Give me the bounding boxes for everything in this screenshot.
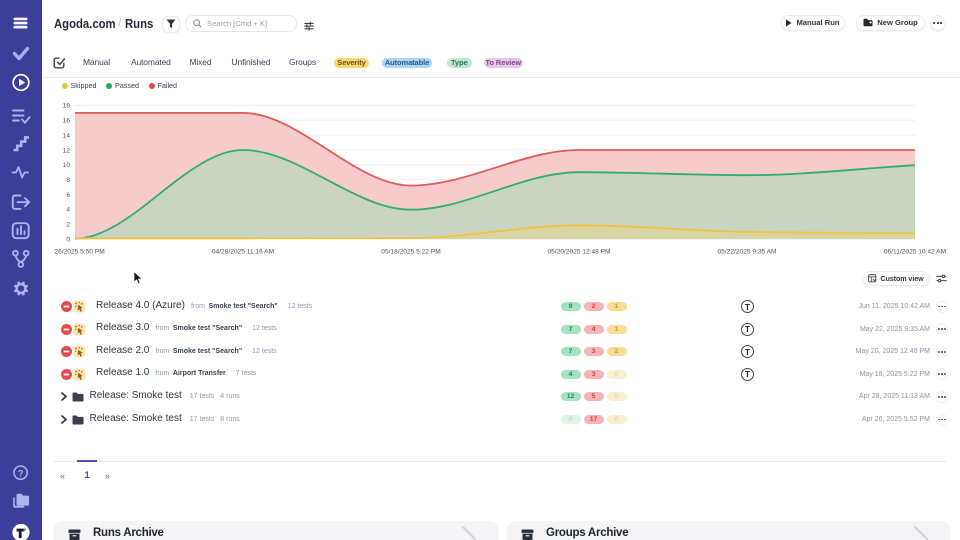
svg-text:2: 2 bbox=[66, 222, 70, 229]
svg-text:05/20/2025 12:48 PM: 05/20/2025 12:48 PM bbox=[547, 249, 610, 256]
svg-text:10: 10 bbox=[63, 162, 71, 169]
svg-text:0: 0 bbox=[66, 236, 70, 243]
svg-text:8: 8 bbox=[66, 177, 70, 184]
svg-text:12: 12 bbox=[63, 147, 71, 154]
svg-text:18: 18 bbox=[63, 103, 71, 110]
svg-text:06/11/2025 10:42 AM: 06/11/2025 10:42 AM bbox=[884, 249, 946, 256]
svg-text:14: 14 bbox=[63, 132, 71, 139]
svg-text:?: ? bbox=[18, 468, 24, 479]
svg-text:16: 16 bbox=[63, 118, 71, 125]
svg-text:05/22/2025 9:35 AM: 05/22/2025 9:35 AM bbox=[717, 249, 776, 256]
svg-text:6: 6 bbox=[66, 192, 70, 199]
svg-text:4: 4 bbox=[66, 207, 70, 214]
svg-text:04/28/2025 11:16 AM: 04/28/2025 11:16 AM bbox=[212, 249, 274, 256]
svg-text:04/26/2025 5:50 PM: 04/26/2025 5:50 PM bbox=[45, 249, 104, 256]
svg-text:05/18/2025 5:22 PM: 05/18/2025 5:22 PM bbox=[381, 249, 440, 256]
